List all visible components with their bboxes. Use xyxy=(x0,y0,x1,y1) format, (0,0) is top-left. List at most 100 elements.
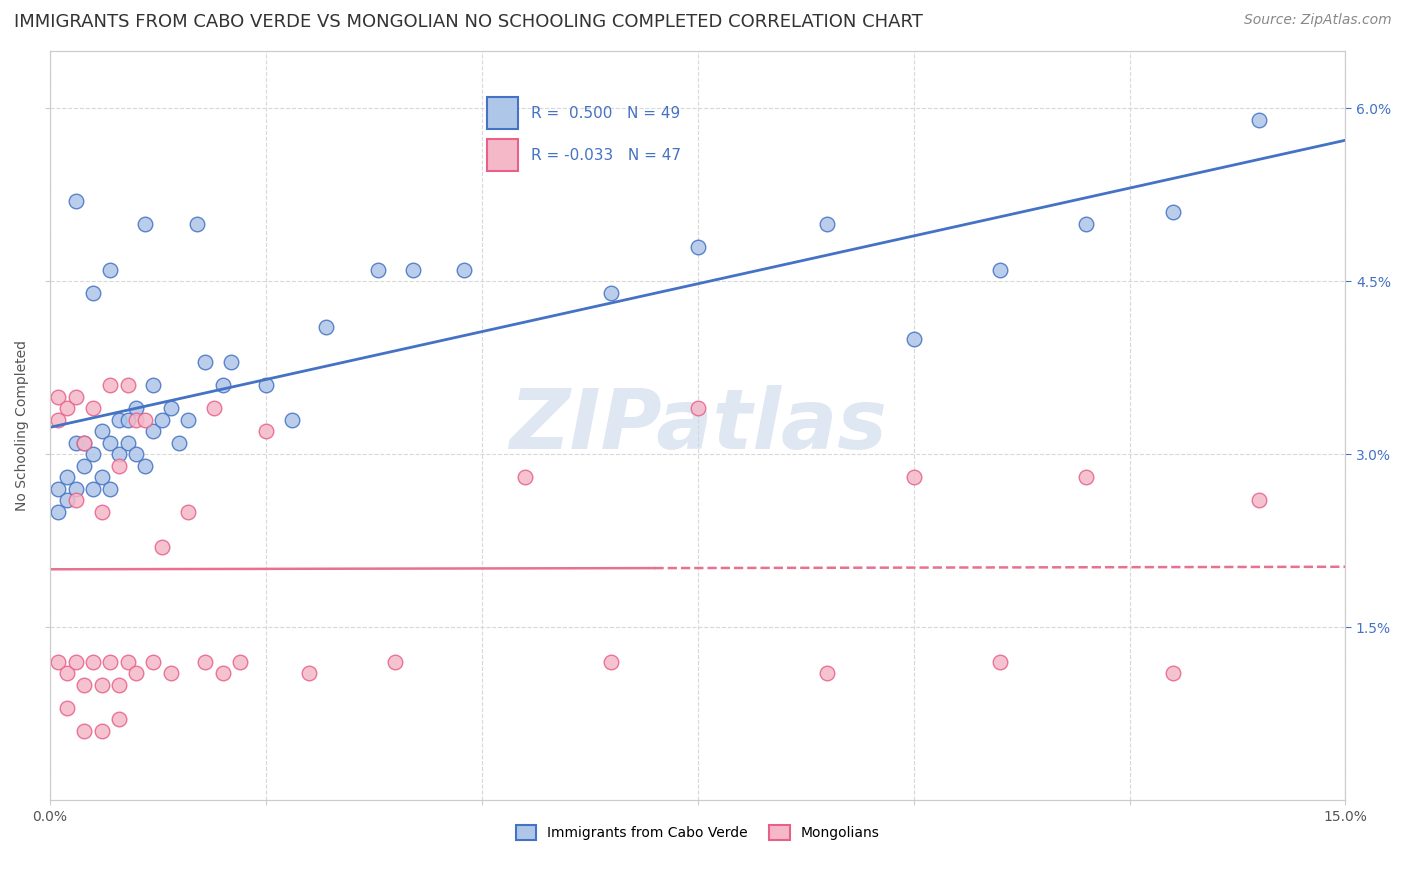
Y-axis label: No Schooling Completed: No Schooling Completed xyxy=(15,340,30,511)
Point xyxy=(56,493,79,508)
Point xyxy=(903,332,925,346)
Point xyxy=(90,724,112,739)
Point xyxy=(686,401,709,416)
Point xyxy=(65,655,87,669)
Point xyxy=(1076,470,1098,484)
Point xyxy=(177,505,200,519)
Point xyxy=(56,401,79,416)
Point xyxy=(134,412,156,426)
Point xyxy=(1076,217,1098,231)
Point xyxy=(48,505,70,519)
Point xyxy=(1161,666,1184,681)
Point xyxy=(65,493,87,508)
Point xyxy=(142,424,165,438)
Point xyxy=(202,401,225,416)
Point xyxy=(600,285,623,300)
Point xyxy=(108,713,131,727)
FancyBboxPatch shape xyxy=(488,97,519,129)
Point xyxy=(82,285,104,300)
Point xyxy=(988,655,1011,669)
Point xyxy=(367,262,389,277)
Point xyxy=(73,435,96,450)
Point xyxy=(98,435,121,450)
Point xyxy=(150,412,173,426)
Text: ZIPatlas: ZIPatlas xyxy=(509,385,887,466)
Point xyxy=(108,678,131,692)
Text: Source: ZipAtlas.com: Source: ZipAtlas.com xyxy=(1244,13,1392,28)
Point xyxy=(219,355,242,369)
Point xyxy=(98,262,121,277)
Point xyxy=(298,666,321,681)
Point xyxy=(108,447,131,461)
Point xyxy=(186,217,208,231)
Text: IMMIGRANTS FROM CABO VERDE VS MONGOLIAN NO SCHOOLING COMPLETED CORRELATION CHART: IMMIGRANTS FROM CABO VERDE VS MONGOLIAN … xyxy=(14,13,922,31)
Point xyxy=(98,482,121,496)
Point xyxy=(194,355,217,369)
Point xyxy=(108,412,131,426)
Point xyxy=(65,194,87,208)
Point xyxy=(73,458,96,473)
Point xyxy=(988,262,1011,277)
Point xyxy=(159,401,181,416)
FancyBboxPatch shape xyxy=(488,139,519,171)
Point xyxy=(73,724,96,739)
Point xyxy=(1249,112,1271,127)
Point xyxy=(686,240,709,254)
Text: R = -0.033   N = 47: R = -0.033 N = 47 xyxy=(530,148,681,162)
Point xyxy=(384,655,406,669)
Text: R =  0.500   N = 49: R = 0.500 N = 49 xyxy=(530,106,681,120)
Point xyxy=(82,447,104,461)
Point xyxy=(134,217,156,231)
Point xyxy=(48,412,70,426)
Point xyxy=(48,655,70,669)
Point xyxy=(142,655,165,669)
Point xyxy=(56,666,79,681)
Point xyxy=(48,390,70,404)
Point xyxy=(90,470,112,484)
Point xyxy=(194,655,217,669)
Point xyxy=(65,435,87,450)
Point xyxy=(73,678,96,692)
Point xyxy=(1161,205,1184,219)
Point xyxy=(453,262,475,277)
Point xyxy=(82,655,104,669)
Point xyxy=(211,666,233,681)
Point xyxy=(98,378,121,392)
Point xyxy=(73,435,96,450)
Point xyxy=(125,447,148,461)
Point xyxy=(117,378,139,392)
Point xyxy=(169,435,191,450)
Point xyxy=(254,378,277,392)
Point xyxy=(125,666,148,681)
Point xyxy=(117,412,139,426)
Point xyxy=(142,378,165,392)
Point xyxy=(90,678,112,692)
Point xyxy=(315,320,337,334)
Legend: Immigrants from Cabo Verde, Mongolians: Immigrants from Cabo Verde, Mongolians xyxy=(510,820,886,846)
Point xyxy=(134,458,156,473)
Point xyxy=(280,412,302,426)
Point xyxy=(48,482,70,496)
Point xyxy=(56,701,79,715)
Point xyxy=(401,262,423,277)
Point xyxy=(254,424,277,438)
Point xyxy=(98,655,121,669)
Point xyxy=(117,655,139,669)
Point xyxy=(117,435,139,450)
Point xyxy=(82,482,104,496)
Point xyxy=(125,401,148,416)
Point xyxy=(82,401,104,416)
Point xyxy=(125,412,148,426)
Point xyxy=(513,470,536,484)
Point xyxy=(90,505,112,519)
Point xyxy=(600,655,623,669)
Point xyxy=(1249,493,1271,508)
Point xyxy=(90,424,112,438)
Point xyxy=(159,666,181,681)
Point xyxy=(903,470,925,484)
Point xyxy=(56,470,79,484)
Point xyxy=(177,412,200,426)
Point xyxy=(815,666,838,681)
Point xyxy=(229,655,252,669)
Point xyxy=(65,482,87,496)
